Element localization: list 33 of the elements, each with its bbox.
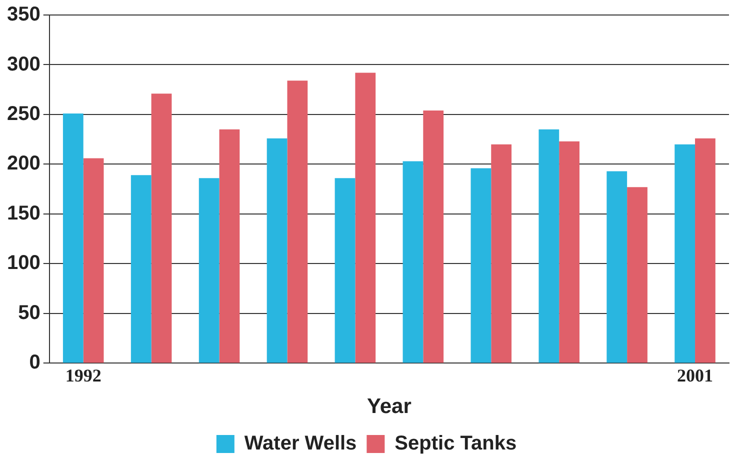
x-tick-label: 2001 — [677, 366, 714, 386]
bar — [151, 94, 172, 363]
x-axis-title: Year — [366, 395, 412, 418]
bar — [334, 178, 356, 363]
y-tick-label: 50 — [18, 302, 40, 324]
bar — [470, 168, 492, 363]
y-tick-label: 300 — [6, 53, 40, 76]
bar — [606, 171, 628, 363]
bar — [219, 129, 240, 363]
x-tick-label: 1992 — [65, 366, 102, 386]
bar — [130, 175, 152, 363]
bar — [627, 187, 648, 363]
bar — [559, 141, 580, 363]
y-tick-label: 150 — [6, 202, 40, 224]
y-tick-label: 100 — [6, 252, 40, 274]
bar — [423, 110, 444, 363]
bar — [62, 113, 84, 363]
bar — [674, 144, 696, 363]
y-tick-label: 250 — [6, 103, 40, 125]
legend-label: Septic Tanks — [394, 432, 517, 455]
bar — [402, 161, 424, 363]
legend-label: Water Wells — [244, 432, 357, 455]
bar — [538, 129, 560, 363]
bar — [695, 138, 716, 363]
bar — [266, 138, 288, 363]
bar — [198, 178, 220, 363]
bar — [491, 144, 512, 363]
bar — [83, 158, 104, 363]
bar — [355, 72, 376, 363]
bar — [287, 80, 308, 363]
y-tick-label: 350 — [6, 4, 40, 26]
y-tick-label: 200 — [6, 152, 40, 175]
y-tick-label: 0 — [29, 352, 40, 374]
